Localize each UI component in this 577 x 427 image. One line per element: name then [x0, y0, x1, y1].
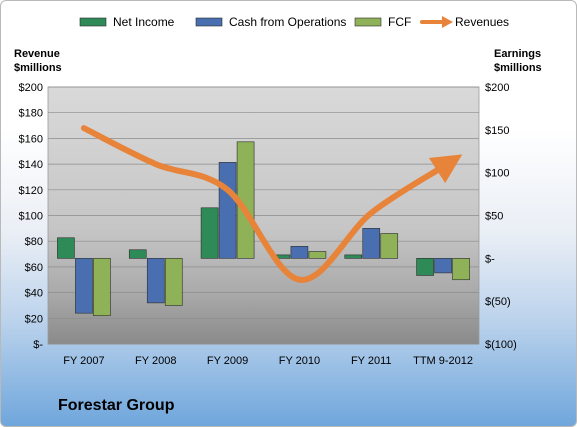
bar-fcf: [93, 258, 111, 317]
left-tick-label: $160: [19, 133, 43, 145]
bar-cash-from-operations: [218, 162, 237, 259]
category-label: FY 2011: [351, 355, 392, 367]
bar-cash-from-operations: [434, 258, 452, 274]
left-tick-label: $40: [25, 288, 43, 300]
bar-fcf: [164, 258, 183, 306]
category-label: FY 2010: [279, 355, 320, 367]
right-tick-label: $(50): [485, 296, 511, 308]
left-tick-label: $80: [25, 236, 43, 248]
left-tick-label: $60: [25, 262, 43, 274]
left-tick-label: $180: [19, 108, 43, 120]
right-tick-label: $-: [485, 253, 495, 265]
legend-swatch: [195, 17, 223, 27]
bar-fcf: [452, 258, 470, 281]
bar-cash-from-operations: [362, 228, 381, 259]
bar-net-income: [344, 254, 363, 259]
category-label: FY 2009: [207, 355, 248, 367]
legend-label: Net Income: [113, 15, 175, 29]
legend-label: Cash from Operations: [229, 15, 346, 29]
revenue-line: [80, 125, 463, 283]
left-tick-label: $20: [25, 313, 43, 325]
legend-swatch: [354, 17, 382, 27]
bar-net-income: [200, 207, 219, 259]
bar-net-income: [128, 249, 147, 259]
category-label: TTM 9-2012: [413, 355, 473, 367]
right-tick-label: $50: [485, 211, 503, 223]
bar-cash-from-operations: [75, 258, 93, 314]
left-tick-label: $100: [19, 211, 43, 223]
bar-net-income: [416, 258, 434, 276]
left-tick-label: $140: [19, 159, 43, 171]
right-tick-label: $200: [485, 82, 509, 94]
category-label: FY 2008: [135, 355, 176, 367]
left-axis-unit: $millions: [14, 62, 62, 74]
bar-cash-from-operations: [290, 246, 309, 259]
bar-fcf: [308, 251, 327, 259]
right-axis-unit: $millions: [494, 62, 542, 74]
legend-label: Revenues: [455, 15, 509, 29]
right-tick-label: $100: [485, 168, 509, 180]
left-tick-label: $200: [19, 82, 43, 94]
right-tick-label: $150: [485, 125, 509, 137]
bar-net-income: [57, 237, 75, 259]
bar-cash-from-operations: [146, 258, 165, 304]
left-axis-title: Revenue: [14, 48, 60, 60]
right-tick-label: $(100): [485, 339, 517, 351]
company-name: Forestar Group: [58, 397, 175, 414]
legend-label: FCF: [388, 15, 411, 29]
left-tick-label: $-: [33, 339, 43, 351]
bar-fcf: [380, 233, 399, 259]
category-label: FY 2007: [63, 355, 104, 367]
left-tick-label: $120: [19, 185, 43, 197]
right-axis-title: Earnings: [494, 48, 541, 60]
legend-swatch: [79, 17, 107, 27]
legend-arrow-icon: [442, 16, 453, 28]
